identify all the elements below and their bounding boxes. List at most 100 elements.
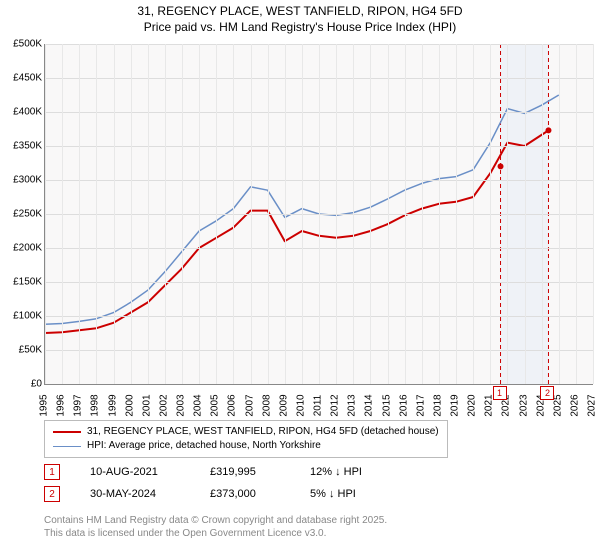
marker-row-0: 1 10-AUG-2021 £319,995 12% ↓ HPI (44, 464, 380, 480)
vgridline (114, 44, 115, 384)
ytick-label: £300K (13, 175, 42, 186)
xtick-label: 2011 (313, 395, 324, 417)
vgridline (525, 44, 526, 384)
ytick-label: £0 (31, 379, 42, 390)
legend-item-1: HPI: Average price, detached house, Nort… (53, 439, 439, 453)
chart-marker-box: 2 (540, 386, 554, 400)
xtick-label: 2017 (415, 394, 426, 416)
vgridline (79, 44, 80, 384)
vgridline (490, 44, 491, 384)
ytick-label: £450K (13, 73, 42, 84)
legend-item-0: 31, REGENCY PLACE, WEST TANFIELD, RIPON,… (53, 425, 439, 439)
vgridline (456, 44, 457, 384)
xtick-label: 2010 (295, 394, 306, 416)
vgridline (336, 44, 337, 384)
vgridline (233, 44, 234, 384)
ytick-label: £50K (19, 345, 42, 356)
marker-num-0: 1 (44, 464, 60, 480)
marker-table: 1 10-AUG-2021 £319,995 12% ↓ HPI 2 30-MA… (44, 464, 380, 508)
marker-price-0: £319,995 (210, 466, 280, 478)
ytick-label: £500K (13, 39, 42, 50)
ytick-label: £250K (13, 209, 42, 220)
xtick-label: 2015 (381, 394, 392, 416)
vgridline (302, 44, 303, 384)
xtick-label: 2014 (364, 394, 375, 416)
legend-swatch-0 (53, 431, 81, 433)
xtick-label: 2003 (176, 394, 187, 416)
vgridline (62, 44, 63, 384)
vgridline (353, 44, 354, 384)
vgridline (439, 44, 440, 384)
marker-row-1: 2 30-MAY-2024 £373,000 5% ↓ HPI (44, 486, 380, 502)
plot-area (44, 44, 593, 385)
vgridline (319, 44, 320, 384)
marker-pct-1: 5% ↓ HPI (310, 488, 380, 500)
vgridline (285, 44, 286, 384)
vgridline (199, 44, 200, 384)
xtick-label: 1996 (56, 394, 67, 416)
xtick-label: 1998 (90, 394, 101, 416)
xtick-label: 2009 (278, 394, 289, 416)
marker-price-1: £373,000 (210, 488, 280, 500)
vgridline (405, 44, 406, 384)
vgridline (251, 44, 252, 384)
xtick-label: 2026 (569, 394, 580, 416)
xtick-label: 2013 (347, 394, 358, 416)
xtick-label: 2001 (141, 394, 152, 416)
ytick-label: £350K (13, 141, 42, 152)
vgridline (268, 44, 269, 384)
legend-label-0: 31, REGENCY PLACE, WEST TANFIELD, RIPON,… (87, 425, 439, 439)
footer-line2: This data is licensed under the Open Gov… (44, 527, 387, 540)
vgridline (422, 44, 423, 384)
xtick-label: 2000 (124, 394, 135, 416)
vgridline (388, 44, 389, 384)
vgridline (131, 44, 132, 384)
xtick-label: 2020 (467, 394, 478, 416)
vgridline (593, 44, 594, 384)
xtick-label: 2027 (587, 394, 598, 416)
ytick-label: £100K (13, 311, 42, 322)
ytick-label: £150K (13, 277, 42, 288)
vgridline (96, 44, 97, 384)
xtick-label: 1995 (39, 394, 50, 416)
xtick-label: 2006 (227, 394, 238, 416)
ytick-label: £400K (13, 107, 42, 118)
vgridline (182, 44, 183, 384)
vgridline (148, 44, 149, 384)
vgridline (216, 44, 217, 384)
marker-pct-0: 12% ↓ HPI (310, 466, 380, 478)
vgridline (542, 44, 543, 384)
chart-marker-box: 1 (493, 386, 507, 400)
marker-num-1: 2 (44, 486, 60, 502)
vgridline (559, 44, 560, 384)
xtick-label: 2008 (261, 394, 272, 416)
xtick-label: 2016 (398, 394, 409, 416)
xtick-label: 2018 (432, 394, 443, 416)
vgridline (370, 44, 371, 384)
xtick-label: 2005 (210, 394, 221, 416)
legend-swatch-1 (53, 446, 81, 447)
vgridline (507, 44, 508, 384)
legend-label-1: HPI: Average price, detached house, Nort… (87, 439, 321, 453)
xtick-label: 2019 (450, 394, 461, 416)
chart-container: 31, REGENCY PLACE, WEST TANFIELD, RIPON,… (0, 0, 600, 560)
xtick-label: 1999 (107, 394, 118, 416)
vgridline (473, 44, 474, 384)
xtick-label: 2007 (244, 394, 255, 416)
vgridline (165, 44, 166, 384)
title-line1: 31, REGENCY PLACE, WEST TANFIELD, RIPON,… (0, 4, 600, 20)
xtick-label: 1997 (73, 394, 84, 416)
footer: Contains HM Land Registry data © Crown c… (44, 514, 387, 540)
footer-line1: Contains HM Land Registry data © Crown c… (44, 514, 387, 527)
legend-box: 31, REGENCY PLACE, WEST TANFIELD, RIPON,… (44, 420, 448, 458)
chart-title: 31, REGENCY PLACE, WEST TANFIELD, RIPON,… (0, 0, 600, 35)
marker-date-0: 10-AUG-2021 (90, 466, 180, 478)
ytick-label: £200K (13, 243, 42, 254)
xtick-label: 2023 (518, 394, 529, 416)
vgridline (576, 44, 577, 384)
marker-date-1: 30-MAY-2024 (90, 488, 180, 500)
vgridline (45, 44, 46, 384)
xtick-label: 2012 (330, 394, 341, 416)
xtick-label: 2004 (193, 394, 204, 416)
xtick-label: 2002 (158, 394, 169, 416)
